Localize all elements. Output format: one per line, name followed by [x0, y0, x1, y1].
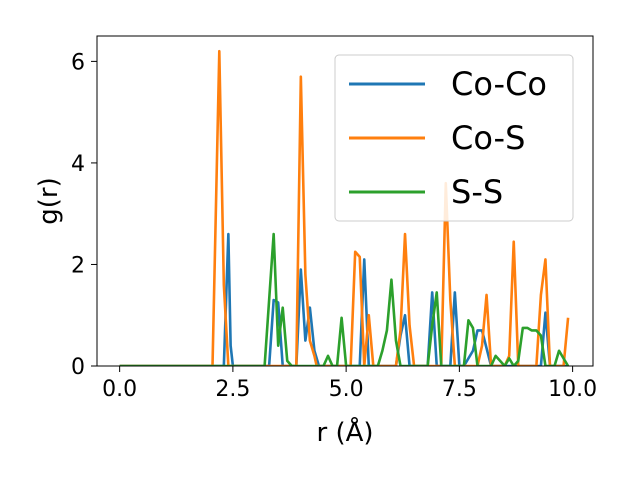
- plot-area: [96, 35, 594, 367]
- x-tick-label: 2.5: [215, 377, 250, 402]
- y-tick-label: 4: [71, 152, 85, 177]
- series-line-co-s: [119, 49, 570, 366]
- y-tick-label: 0: [71, 355, 85, 380]
- y-axis-label: g(r): [34, 177, 64, 224]
- series-line-co-co: [119, 232, 569, 366]
- x-tick-label: 5.0: [329, 377, 364, 402]
- x-tick-label: 7.5: [442, 377, 477, 402]
- x-axis-ticks: 0.0 2.5 5.0 7.5 10.0: [102, 366, 597, 402]
- y-axis-ticks: 0 2 4 6: [71, 50, 97, 380]
- legend-label-co-s: Co-S: [451, 119, 525, 157]
- legend: Co-Co Co-S S-S: [334, 54, 574, 222]
- x-axis-label: r (Å): [316, 416, 373, 448]
- legend-label-s-s: S-S: [451, 173, 503, 211]
- series-line-s-s: [119, 232, 570, 366]
- y-tick-label: 2: [71, 253, 85, 278]
- legend-label-co-co: Co-Co: [451, 65, 547, 103]
- plot-frame: [96, 35, 594, 367]
- legend-frame: [334, 54, 574, 222]
- x-tick-label: 0.0: [102, 377, 137, 402]
- x-tick-label: 10.0: [548, 377, 597, 402]
- y-tick-label: 6: [71, 50, 85, 75]
- series-layer: [119, 49, 570, 366]
